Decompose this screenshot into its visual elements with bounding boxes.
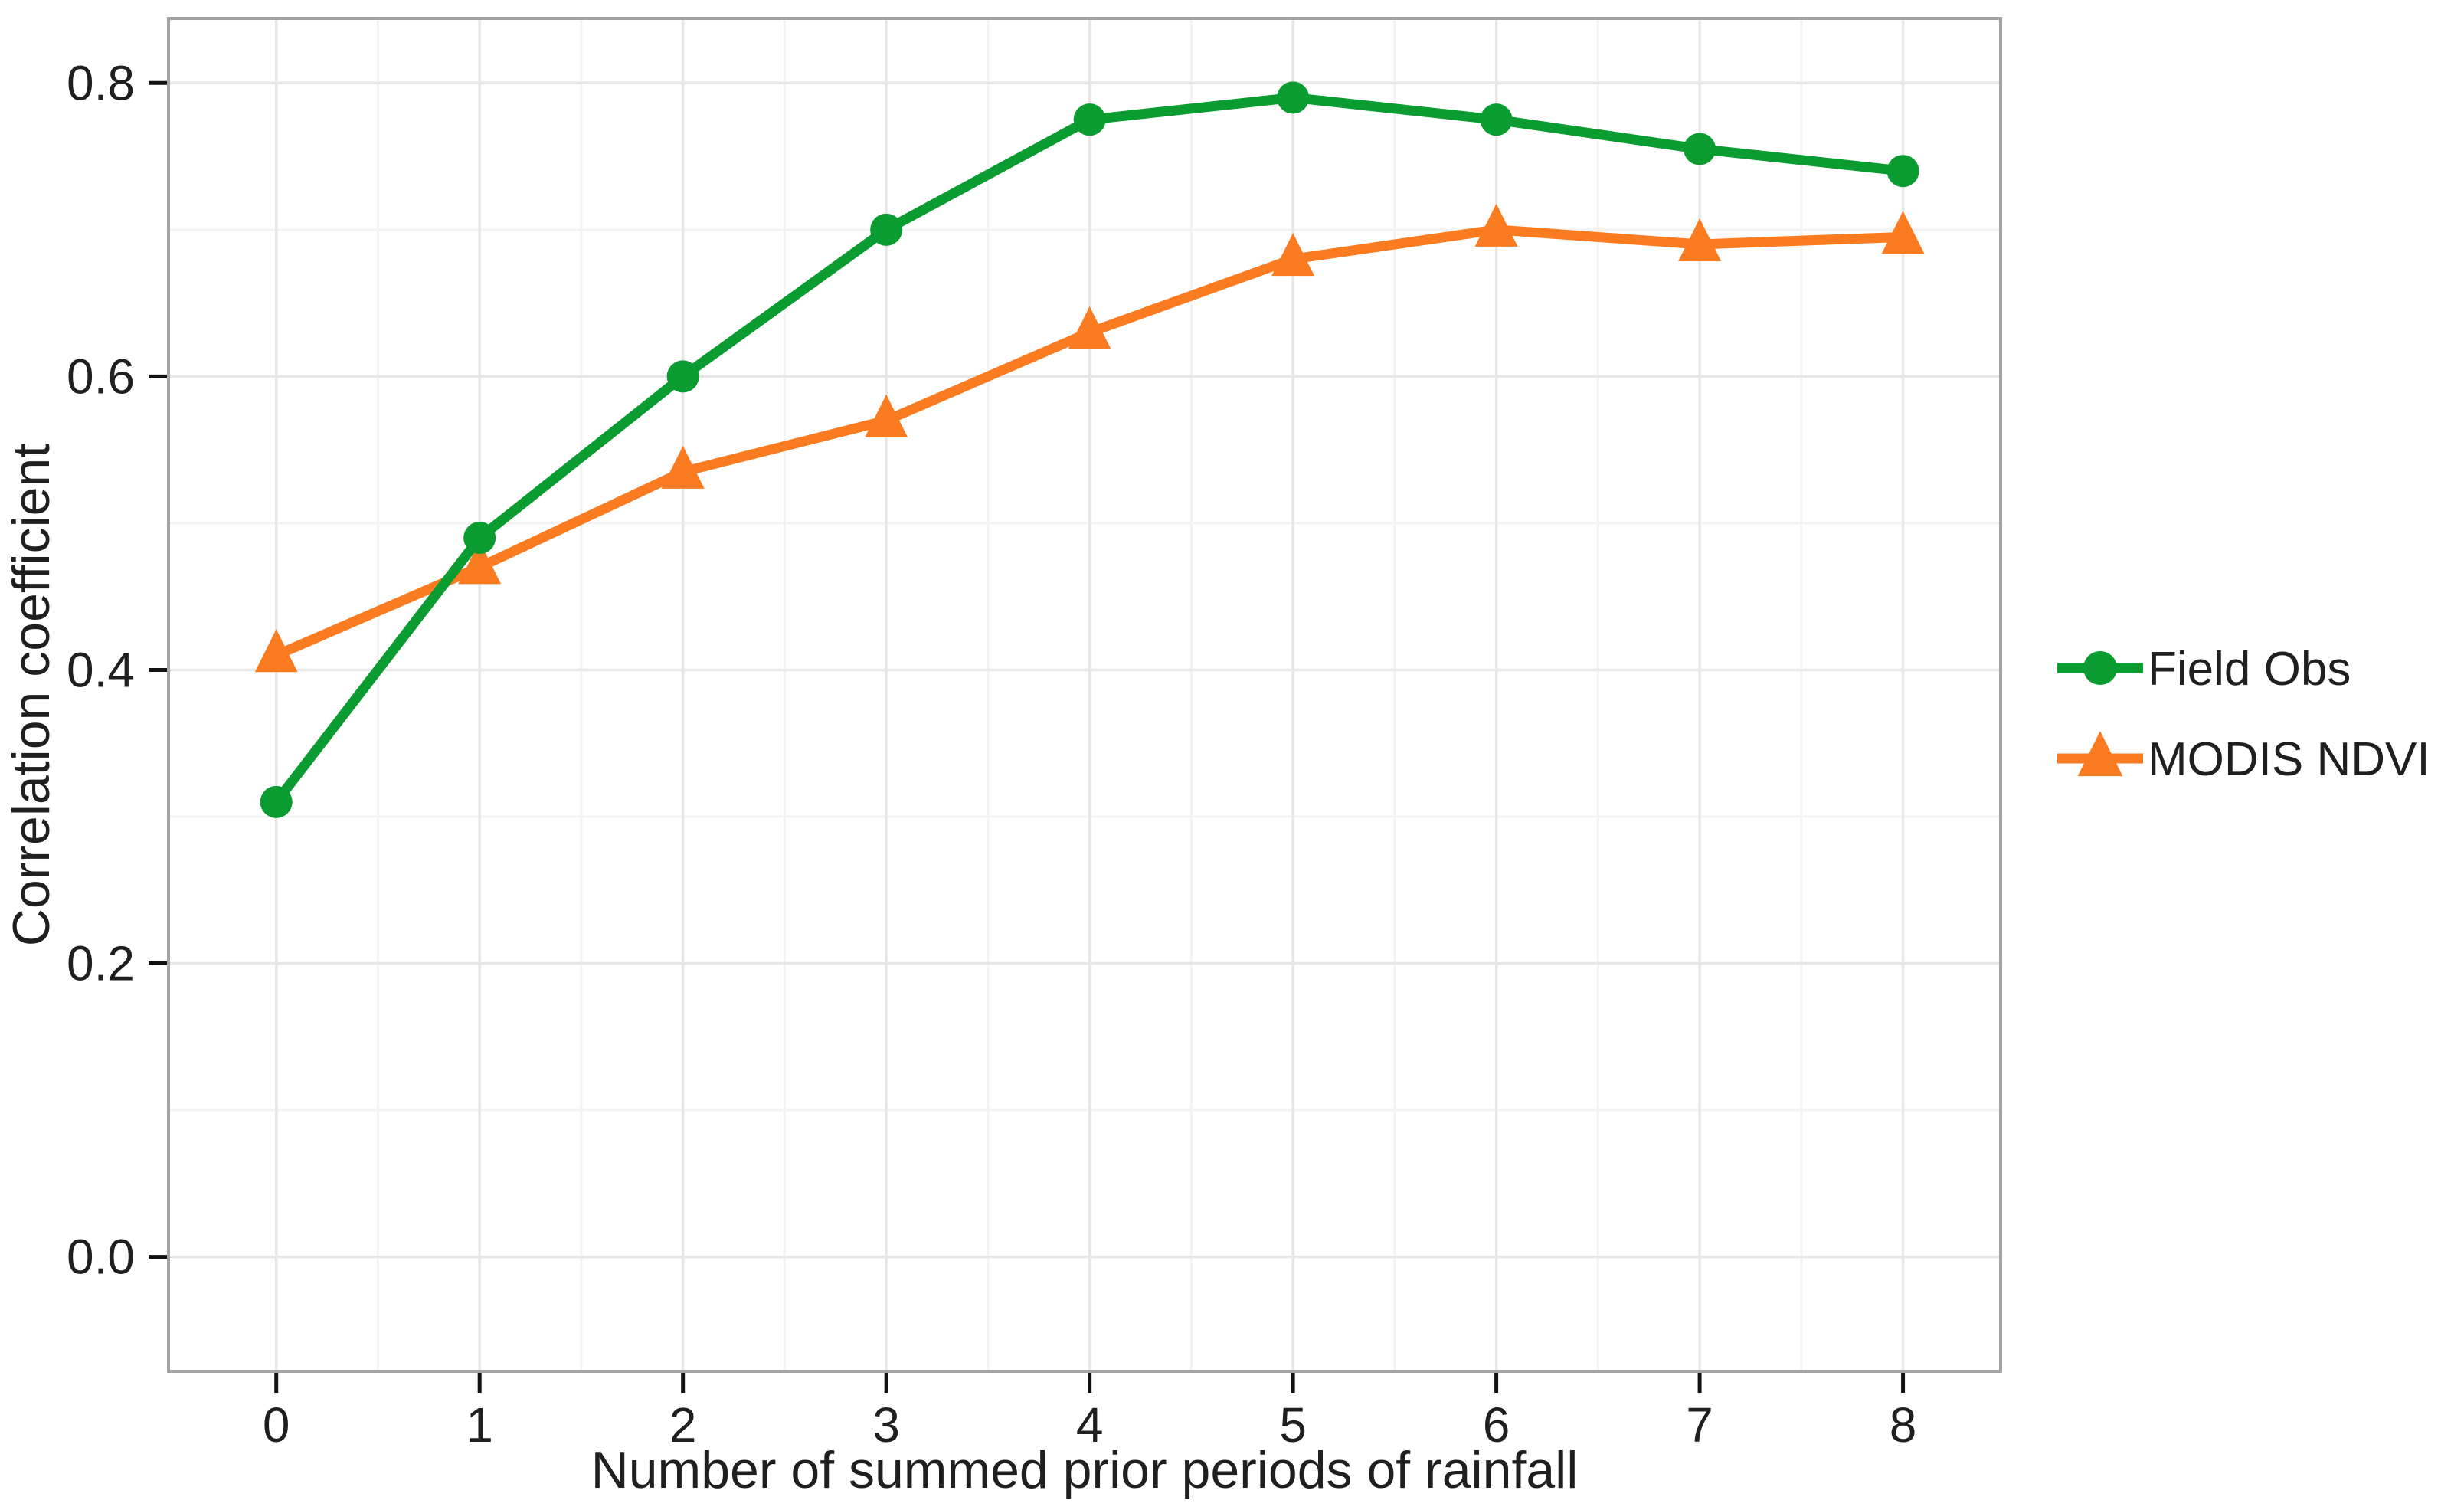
x-tick-label: 2 bbox=[669, 1397, 697, 1453]
data-point-circle-marker bbox=[463, 522, 496, 555]
x-tick-label: 1 bbox=[466, 1397, 493, 1453]
series-modis-ndvi bbox=[254, 203, 1925, 673]
x-tick-label: 4 bbox=[1076, 1397, 1104, 1453]
grid-minor-lines bbox=[169, 18, 2001, 1371]
y-tick-label: 0.8 bbox=[67, 55, 135, 110]
series-field-obs bbox=[260, 81, 1919, 818]
x-tick-label: 6 bbox=[1483, 1397, 1510, 1453]
x-tick-label: 5 bbox=[1279, 1397, 1307, 1453]
data-point-triangle-marker bbox=[1271, 233, 1315, 277]
axis-tick-labels: 0 1 2 3 4 5 6 7 8 0.0 0.2 0.4 0.6 0.8 bbox=[67, 55, 1916, 1453]
x-axis-title: Number of summed prior periods of rainfa… bbox=[591, 1441, 1579, 1499]
data-point-triangle-marker bbox=[865, 394, 908, 437]
y-tick-label: 0.4 bbox=[67, 642, 135, 697]
data-point-circle-marker bbox=[1073, 103, 1106, 136]
data-point-triangle-marker bbox=[1474, 203, 1518, 247]
x-tick-label: 8 bbox=[1890, 1397, 1917, 1453]
series-layer bbox=[254, 81, 1925, 818]
legend-triangle-icon bbox=[2077, 731, 2123, 777]
x-tick-label: 3 bbox=[872, 1397, 900, 1453]
axis-ticks bbox=[149, 80, 1906, 1393]
panel-border bbox=[167, 17, 2002, 1373]
data-point-circle-marker bbox=[1886, 155, 1919, 188]
data-point-circle-marker bbox=[1277, 81, 1310, 114]
y-axis-title: Correlation coefficient bbox=[2, 444, 61, 947]
data-point-triangle-marker bbox=[1881, 211, 1925, 254]
y-tick-label: 0.2 bbox=[67, 936, 135, 991]
legend-circle-icon bbox=[2083, 650, 2118, 686]
data-point-circle-marker bbox=[260, 785, 293, 818]
legend-item: MODIS NDVI bbox=[2057, 731, 2430, 786]
legend-label: Field Obs bbox=[2148, 643, 2351, 696]
panel-border-rect bbox=[167, 17, 2002, 1373]
data-point-circle-marker bbox=[870, 213, 903, 246]
data-point-circle-marker bbox=[1480, 103, 1513, 136]
data-point-circle-marker bbox=[666, 360, 699, 393]
grid-major-lines bbox=[169, 18, 2001, 1371]
legend-label: MODIS NDVI bbox=[2148, 733, 2430, 786]
data-point-triangle-marker bbox=[254, 629, 298, 673]
x-tick-label: 0 bbox=[263, 1397, 290, 1453]
data-point-triangle-marker bbox=[661, 445, 705, 489]
data-point-triangle-marker bbox=[1068, 306, 1111, 349]
y-tick-label: 0.6 bbox=[67, 349, 135, 404]
y-tick-label: 0.0 bbox=[67, 1230, 135, 1285]
data-point-triangle-marker bbox=[1678, 218, 1722, 261]
legend-item: Field Obs bbox=[2057, 643, 2351, 696]
legend: Field Obs MODIS NDVI bbox=[2057, 643, 2430, 786]
data-point-circle-marker bbox=[1684, 133, 1716, 165]
data-point-triangle-marker bbox=[458, 541, 502, 585]
x-tick-label: 7 bbox=[1686, 1397, 1713, 1453]
